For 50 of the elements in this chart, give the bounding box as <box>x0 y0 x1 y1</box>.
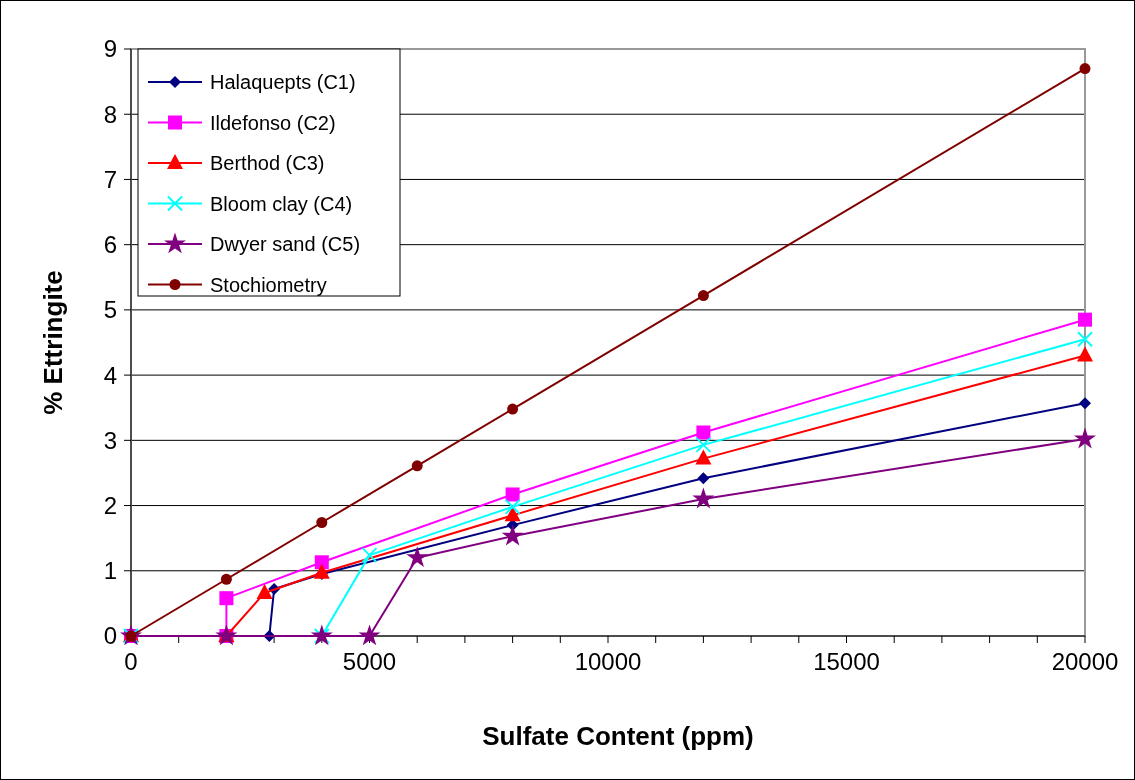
legend-label: Berthod (C3) <box>210 152 325 174</box>
legend-label: Stochiometry <box>210 273 327 296</box>
x-tick-label: 5000 <box>342 648 397 675</box>
legend-label: Ildefonso (C2) <box>210 111 336 134</box>
y-tick-label: 7 <box>103 165 117 193</box>
legend-label: Dwyer sand (C5) <box>210 233 361 255</box>
point <box>220 573 232 585</box>
y-tick-label: 5 <box>103 296 117 324</box>
x-axis-title: Sulfate Content (ppm) <box>482 721 754 751</box>
point <box>1079 397 1091 410</box>
point <box>219 591 234 606</box>
y-axis-title: % Ettringite <box>38 270 68 415</box>
point <box>507 403 519 415</box>
y-tick-label: 6 <box>103 231 117 259</box>
point <box>358 624 381 646</box>
legend-label: Halaquepts (C1) <box>210 71 356 93</box>
x-tick-label: 0 <box>124 648 138 675</box>
point <box>504 506 521 522</box>
x-tick-label: 20000 <box>1051 648 1119 675</box>
y-tick-label: 3 <box>103 426 117 454</box>
point <box>504 498 521 515</box>
legend-label: Bloom clay (C4) <box>210 192 353 215</box>
point <box>697 472 710 485</box>
x-tick-label: 10000 <box>574 648 642 675</box>
y-tick-label: 2 <box>103 491 117 519</box>
y-tick-label: 1 <box>103 557 117 585</box>
point <box>313 563 330 579</box>
point <box>361 547 378 564</box>
point <box>692 487 715 509</box>
point <box>406 546 429 568</box>
point <box>1077 346 1093 362</box>
point <box>256 583 273 599</box>
y-tick-label: 9 <box>103 35 117 63</box>
point <box>697 290 709 302</box>
point <box>695 436 712 453</box>
point <box>411 460 423 472</box>
point <box>1079 63 1091 75</box>
point <box>1077 331 1093 348</box>
point <box>501 524 524 546</box>
point <box>316 517 328 529</box>
point <box>695 449 712 465</box>
x-tick-label: 15000 <box>813 648 880 675</box>
y-tick-label: 8 <box>103 100 117 128</box>
point <box>505 487 520 502</box>
point <box>1078 312 1092 327</box>
y-tick-label: 4 <box>103 361 117 389</box>
point <box>696 425 711 440</box>
y-tick-label: 0 <box>103 622 117 650</box>
point <box>314 555 329 570</box>
point <box>1074 427 1096 449</box>
